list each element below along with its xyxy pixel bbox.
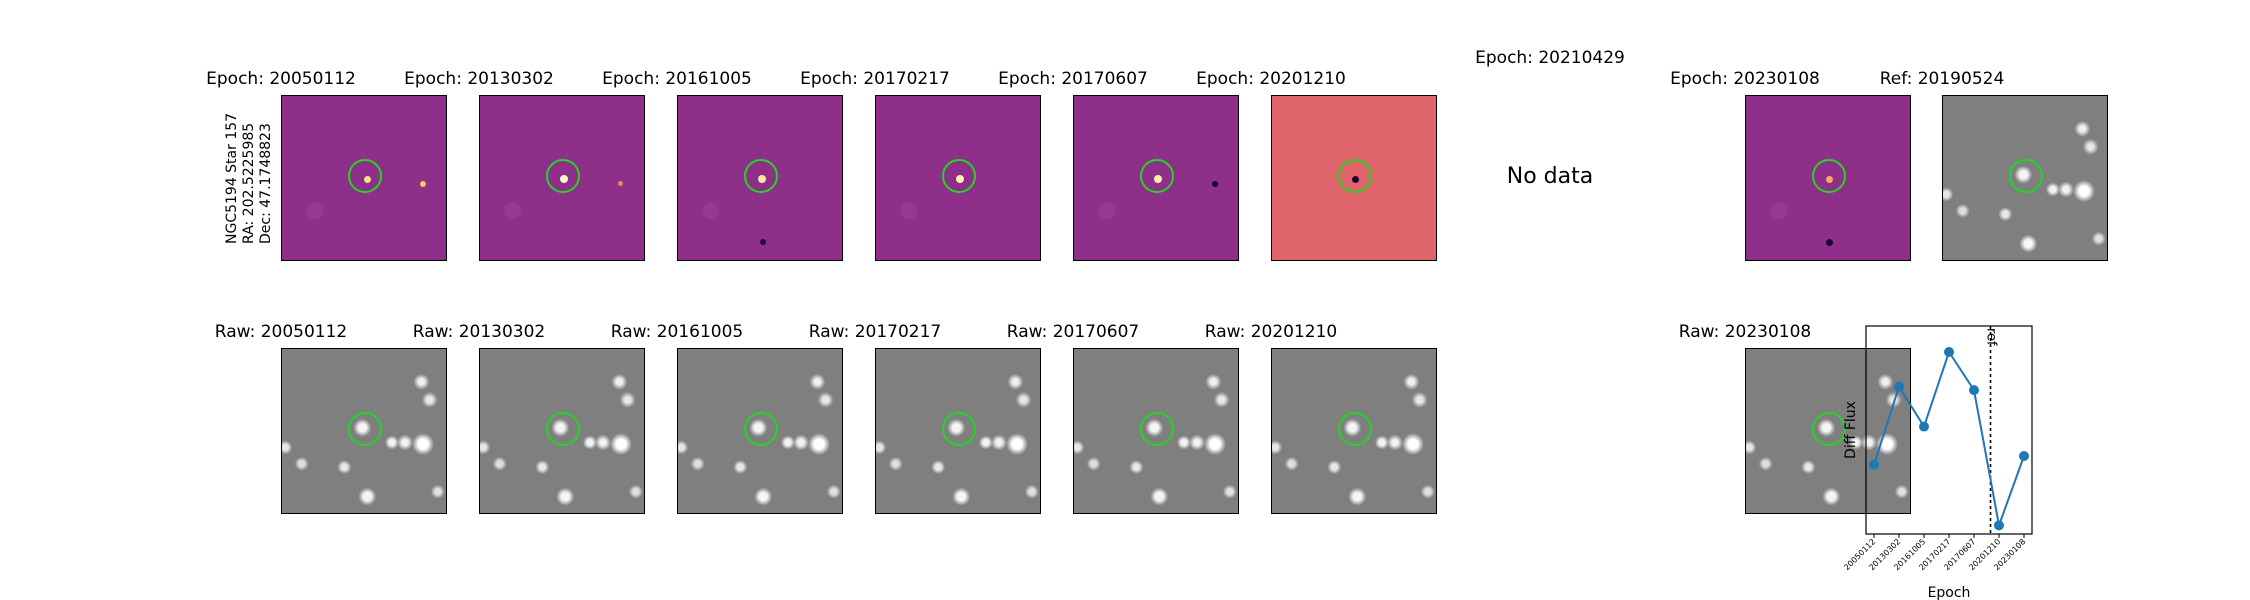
target-marker	[546, 412, 580, 446]
raw-image-4	[875, 348, 1041, 514]
target-marker	[1338, 159, 1372, 193]
x-axis-label: Epoch	[1928, 585, 1971, 600]
target-marker	[1140, 159, 1174, 193]
series-line	[1873, 349, 2025, 530]
diff-image-2	[479, 95, 645, 261]
raw-image-1	[281, 348, 447, 514]
target-marker	[546, 159, 580, 193]
data-point	[1919, 421, 1929, 432]
diff-image-5	[1073, 95, 1239, 261]
series-points	[1869, 347, 2029, 531]
data-point	[1894, 381, 1904, 392]
data-point	[1869, 459, 1879, 470]
diff-title-2: Epoch: 20130302	[404, 69, 554, 89]
diff-title-8: Epoch: 20230108	[1670, 69, 1820, 89]
raw-title-3: Raw: 20161005	[610, 322, 744, 342]
ref-label: ref	[1984, 328, 1999, 346]
diff-image-8	[1745, 95, 1911, 261]
star-spot	[760, 239, 766, 245]
raw-title-7: Raw: 20230108	[1678, 322, 1812, 342]
diff-title-3: Epoch: 20161005	[602, 69, 752, 89]
star-spot	[618, 181, 623, 186]
diff-title-5: Epoch: 20170607	[998, 69, 1148, 89]
target-marker	[1812, 159, 1846, 193]
diff-image-6	[1271, 95, 1437, 261]
diff-image-3	[677, 95, 843, 261]
star-spot	[420, 181, 426, 187]
raw-title-2: Raw: 20130302	[412, 322, 546, 342]
ref-image	[1942, 95, 2108, 261]
data-point	[2019, 451, 2029, 461]
raw-image-6	[1271, 348, 1437, 514]
raw-title-6: Raw: 20201210	[1204, 322, 1338, 342]
target-marker	[744, 159, 778, 193]
no-data-label: No data	[1506, 164, 1594, 189]
target-marker	[1812, 412, 1846, 446]
star-spot	[1212, 181, 1218, 187]
star-spot	[1826, 239, 1833, 246]
raw-image-3	[677, 348, 843, 514]
target-marker	[744, 412, 778, 446]
raw-image-7	[1745, 348, 1911, 514]
light-curve-group: ref 200501122013030220161005201702172017…	[1842, 325, 2033, 600]
target-marker	[1338, 412, 1372, 446]
diff-title-4: Epoch: 20170217	[800, 69, 950, 89]
x-ticks: 2005011220130302201610052017021720170607…	[1842, 534, 2027, 572]
diff-image-1	[281, 95, 447, 261]
diff-title-1: Epoch: 20050112	[206, 69, 356, 89]
diff-title-7: Epoch: 20210429	[1475, 48, 1625, 68]
raw-title-4: Raw: 20170217	[808, 322, 942, 342]
target-marker	[942, 159, 976, 193]
raw-title-1: Raw: 20050112	[214, 322, 348, 342]
target-marker	[942, 412, 976, 446]
target-marker	[348, 159, 382, 193]
target-marker	[348, 412, 382, 446]
target-marker	[2009, 159, 2043, 193]
raw-image-2	[479, 348, 645, 514]
ref-title: Ref: 20190524	[1879, 69, 2005, 89]
y-axis-label: Diff Flux	[1843, 401, 1859, 459]
data-point	[1944, 347, 1954, 357]
target-marker	[1140, 412, 1174, 446]
data-point	[1994, 520, 2004, 531]
raw-title-5: Raw: 20170607	[1006, 322, 1140, 342]
diff-title-6: Epoch: 20201210	[1196, 69, 1346, 89]
raw-image-5	[1073, 348, 1239, 514]
data-point	[1969, 385, 1979, 396]
diff-image-4	[875, 95, 1041, 261]
